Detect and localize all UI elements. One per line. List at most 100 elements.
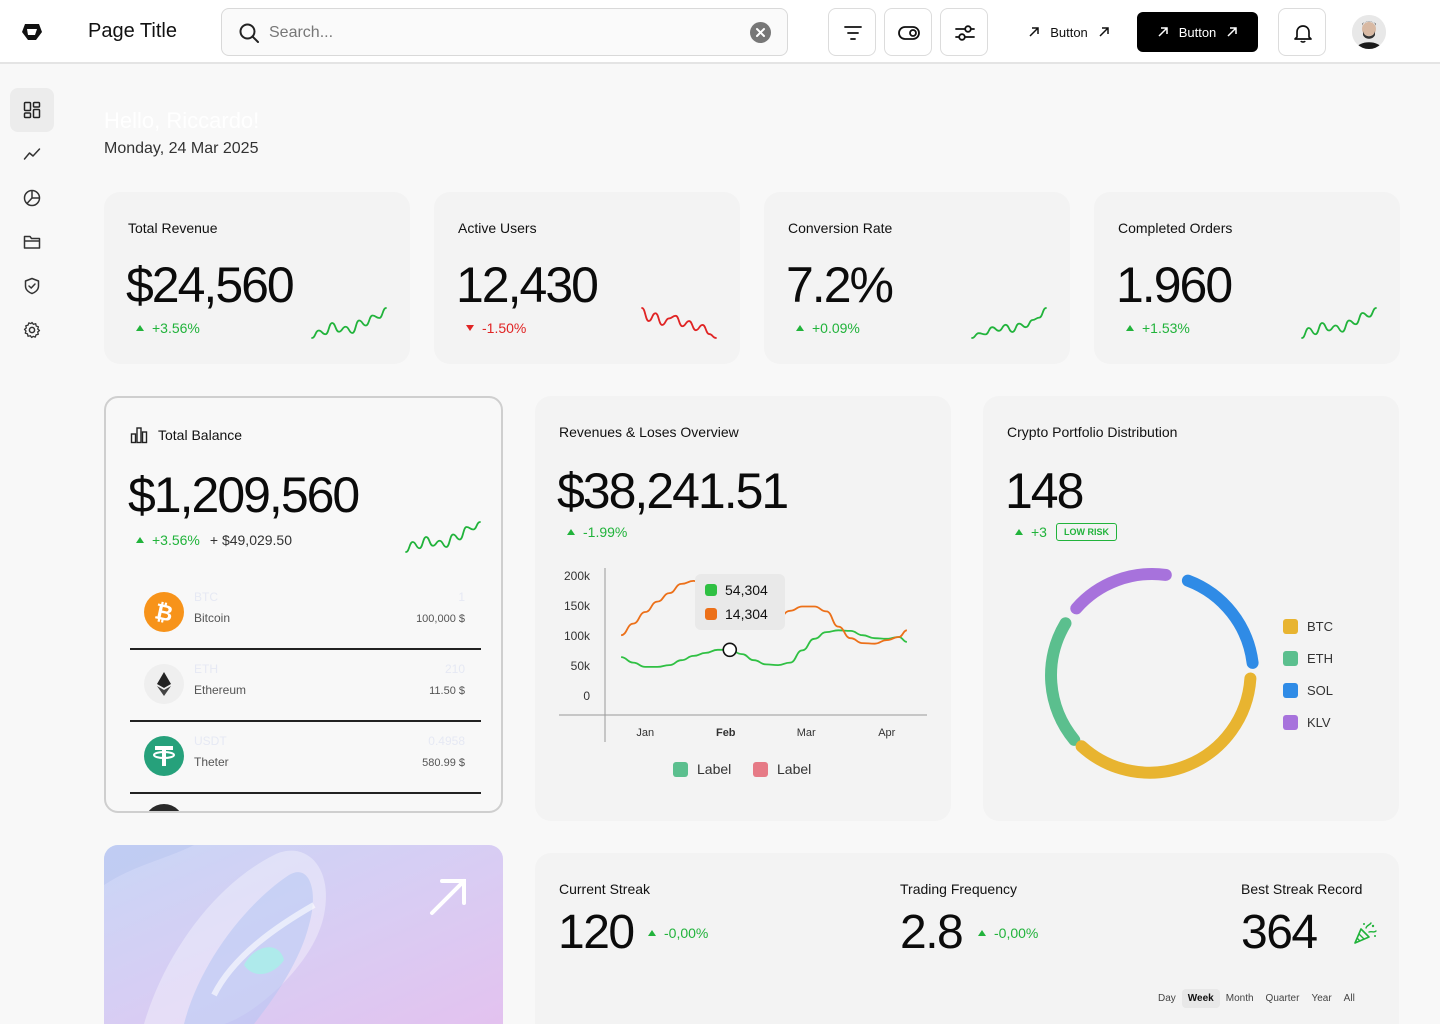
period-month[interactable]: Month — [1225, 992, 1254, 1004]
stat-trend: +3.56% — [136, 320, 200, 336]
primary-button[interactable]: Button — [1137, 12, 1258, 52]
donut-segment-sol[interactable] — [1181, 574, 1259, 669]
stat-change: +1.53% — [1142, 320, 1190, 336]
streak-stats-card[interactable] — [535, 853, 1399, 1024]
streak-value: 120 — [558, 906, 635, 959]
donut-legend-item[interactable]: ETH — [1283, 651, 1333, 666]
y-tick-label: 100k — [564, 629, 591, 643]
promo-card[interactable] — [104, 845, 503, 1024]
asset-row-eth[interactable]: ETH Ethereum 210 11.50 $ — [130, 650, 481, 722]
streak-label: Best Streak Record — [1241, 881, 1363, 897]
asset-value: 100,000 $ — [416, 613, 465, 625]
asset-value: 11.50 $ — [429, 685, 465, 697]
toggle-button[interactable] — [884, 8, 932, 56]
current-date: Monday, 24 Mar 2025 — [104, 140, 259, 157]
asset-amount: 210 — [444, 662, 465, 676]
sidebar-item-reports[interactable] — [10, 176, 54, 220]
streak-trend: -0,00% — [648, 925, 708, 941]
balance-value: $1,209,560 — [128, 467, 360, 523]
donut-segment-klv[interactable] — [1070, 568, 1172, 615]
stat-card-total-revenue[interactable]: Total Revenue $24,560 +3.56% — [104, 192, 410, 364]
highlight-point[interactable] — [722, 642, 738, 658]
tooltip-value: 14,304 — [725, 606, 768, 622]
risk-badge: LOW RISK — [1056, 523, 1117, 541]
asset-row-btc[interactable]: ₿ BTC Bitcoin 1 100,000 $ — [130, 578, 481, 650]
primary-button-label: Button — [1178, 24, 1217, 40]
period-week[interactable]: Week — [1181, 988, 1220, 1008]
legend-swatch — [1283, 619, 1298, 634]
party-popper-icon — [1354, 922, 1377, 944]
avatar[interactable] — [1352, 15, 1386, 49]
sidebar-item-dashboard[interactable] — [10, 88, 54, 132]
chart-legend-item[interactable]: Label — [753, 761, 811, 777]
x-tick-label: Mar — [797, 727, 816, 739]
series-line-0[interactable] — [621, 629, 908, 668]
trending-icon — [23, 148, 41, 160]
trend-up-icon — [796, 325, 804, 331]
asset-name: Ethereum — [194, 683, 247, 697]
legend-swatch — [1283, 651, 1298, 666]
legend-label: Label — [697, 761, 732, 777]
streak-trend: -0,00% — [978, 925, 1038, 941]
stat-card-conversion-rate[interactable]: Conversion Rate 7.2% +0.09% — [764, 192, 1070, 364]
period-quarter[interactable]: Quarter — [1265, 992, 1300, 1004]
search-icon — [238, 22, 260, 44]
donut-legend-item[interactable]: KLV — [1283, 715, 1331, 730]
crypto-title: Crypto Portfolio Distribution — [1007, 424, 1178, 440]
arrow-up-right-icon[interactable] — [430, 879, 466, 915]
stat-card-active-users[interactable]: Active Users 12,430 -1.50% — [434, 192, 740, 364]
app-logo-icon[interactable] — [20, 20, 44, 44]
period-all[interactable]: All — [1343, 992, 1355, 1004]
filter-button[interactable] — [828, 8, 876, 56]
sidebar-item-security[interactable] — [10, 264, 54, 308]
orange-dot-icon — [705, 608, 717, 620]
streak-label: Current Streak — [559, 881, 651, 897]
toggle-icon — [898, 26, 920, 40]
donut-segment-eth[interactable] — [1045, 617, 1081, 746]
arrow-up-right-icon — [1158, 27, 1168, 37]
asset-symbol: USDT — [194, 734, 227, 748]
x-tick-label: Jan — [636, 727, 654, 739]
ghost-button[interactable]: Button — [1014, 12, 1124, 52]
search-input[interactable] — [269, 21, 739, 45]
stat-value: 7.2% — [786, 257, 894, 313]
bitcoin-icon: ₿ — [144, 592, 184, 632]
ethereum-icon — [144, 664, 184, 704]
sparkline-path — [1301, 307, 1377, 339]
notifications-button[interactable] — [1278, 8, 1326, 56]
sidebar-item-analytics[interactable] — [10, 132, 54, 176]
chart-legend-item[interactable]: Label — [673, 761, 731, 777]
portfolio-donut-chart[interactable] — [1040, 563, 1264, 787]
search-bar[interactable] — [221, 8, 788, 56]
pie-chart-icon — [23, 189, 41, 207]
asset-coin-partial — [144, 804, 184, 811]
trend-up-icon — [978, 930, 986, 936]
stat-change: +0.09% — [812, 320, 860, 336]
period-year[interactable]: Year — [1311, 992, 1332, 1004]
chart-tooltip: 54,304 14,304 — [695, 574, 785, 630]
overview-title: Revenues & Loses Overview — [559, 424, 739, 440]
sidebar-item-files[interactable] — [10, 220, 54, 264]
legend-swatch — [1283, 683, 1298, 698]
total-balance-card[interactable]: Total Balance $1,209,560 +3.56% + $49,02… — [104, 396, 503, 813]
donut-legend-item[interactable]: SOL — [1283, 683, 1333, 698]
trend-up-icon — [567, 529, 575, 535]
legend-label: KLV — [1307, 715, 1331, 730]
clear-search-icon[interactable] — [750, 22, 771, 43]
green-dot-icon — [705, 584, 717, 596]
asset-row-usdt[interactable]: USDT Theter 0.4958 580.99 $ — [130, 722, 481, 794]
stat-value: 1.960 — [1116, 257, 1233, 313]
folder-icon — [23, 235, 41, 249]
stat-title: Completed Orders — [1118, 220, 1233, 236]
settings-sliders-button[interactable] — [940, 8, 988, 56]
period-day[interactable]: Day — [1158, 992, 1176, 1004]
overview-change: -1.99% — [583, 524, 628, 540]
donut-segment-btc[interactable] — [1075, 672, 1257, 779]
y-tick-label: 150k — [564, 599, 591, 613]
stat-card-completed-orders[interactable]: Completed Orders 1.960 +1.53% — [1094, 192, 1400, 364]
donut-legend-item[interactable]: BTC — [1283, 619, 1333, 634]
crypto-portfolio-card[interactable]: Crypto Portfolio Distribution 148 +3 — [983, 396, 1399, 821]
y-tick-label: 50k — [571, 659, 591, 673]
sidebar-item-settings[interactable] — [10, 308, 54, 352]
asset-name: Theter — [194, 755, 229, 769]
